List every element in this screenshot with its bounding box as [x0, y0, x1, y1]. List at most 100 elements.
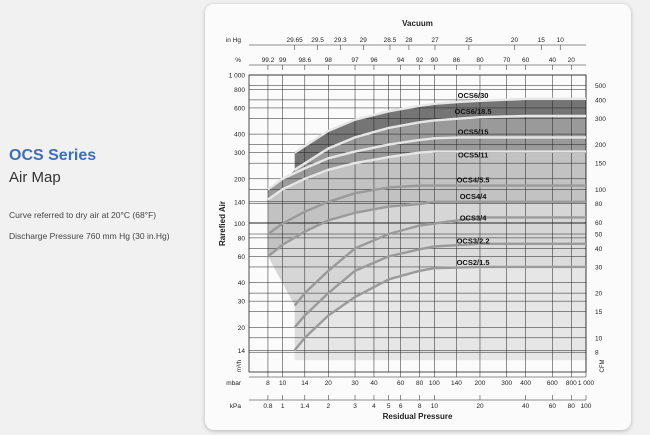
- bottom-scale-tick-label: 8: [418, 403, 422, 410]
- top-scale-tick-label: 25: [465, 37, 473, 44]
- top-scale-tick-label: 90: [431, 57, 439, 64]
- top-scale-tick-label: 29.5: [311, 37, 324, 44]
- bottom-scale-unit: kPa: [230, 403, 242, 410]
- bottom-scale-tick-label: 40: [522, 403, 530, 410]
- y-tick-label-m3h: 100: [234, 221, 245, 228]
- y-tick-label-m3h: 300: [234, 150, 245, 157]
- bottom-scale-tick-label: 60: [549, 403, 557, 410]
- top-scale-tick-label: 96: [370, 57, 378, 64]
- bottom-scale-tick-label: 30: [351, 380, 359, 387]
- top-scale-tick-label: 10: [557, 37, 565, 44]
- y-tick-label-cfm: 15: [595, 309, 603, 316]
- top-scale-tick-label: 70: [503, 57, 511, 64]
- y-tick-label-m3h: 30: [238, 299, 246, 306]
- series-curve: [293, 216, 586, 307]
- top-scale-tick-label: 29: [360, 37, 368, 44]
- bottom-scale-tick-label: 80: [416, 380, 424, 387]
- y-tick-label-m3h: 60: [238, 254, 246, 261]
- series-curve: [293, 242, 586, 329]
- series-curve: [267, 150, 586, 201]
- bottom-scale-tick-label: 600: [547, 380, 558, 387]
- series-label: OCS5/11: [458, 151, 488, 160]
- bottom-scale-tick-label: 300: [501, 380, 512, 387]
- bottom-scale-tick-label: 1.4: [300, 403, 309, 410]
- bottom-scale-unit: mbar: [226, 380, 242, 387]
- top-scale-tick-label: 15: [538, 37, 546, 44]
- bottom-scale-tick-label: 100: [429, 380, 440, 387]
- y-tick-label-cfm: 30: [595, 264, 603, 271]
- series-curve: [267, 184, 586, 235]
- series-curve: [294, 114, 586, 171]
- bottom-scale-tick-label: 3: [353, 403, 357, 410]
- top-scale-tick-label: 20: [568, 57, 576, 64]
- y-unit-m3h: m³/h: [237, 360, 243, 372]
- y-tick-label-m3h: 20: [238, 325, 246, 332]
- top-scale-tick-label: 99.2: [262, 57, 275, 64]
- y-tick-label-m3h: 80: [238, 235, 246, 242]
- bottom-scale-tick-label: 200: [475, 380, 486, 387]
- series-curve: [267, 136, 586, 191]
- bottom-scale-tick-label: 1: [281, 403, 285, 410]
- series-label: OCS3/2.2: [457, 237, 490, 246]
- top-scale-tick-label: 97: [351, 57, 359, 64]
- band-ocs2-1-5: [294, 266, 586, 361]
- y-tick-label-m3h: 600: [234, 105, 245, 112]
- y-tick-label-cfm: 300: [595, 116, 606, 123]
- top-scale-tick-label: 92: [416, 57, 424, 64]
- series-label: OCS4/4: [460, 192, 488, 201]
- y-tick-label-m3h: 140: [234, 199, 245, 206]
- bottom-scale-tick-label: 100: [581, 403, 592, 410]
- axis-title-left: Rarefied Air: [218, 201, 227, 246]
- top-scale-tick-label: 20: [511, 37, 519, 44]
- bottom-scale-tick-label: 8: [266, 380, 270, 387]
- chart-card: OCS6/30 OCS6/18.5 OCS5/15 OCS5/11 OCS4/5.5 OC…: [205, 4, 631, 430]
- bottom-scale-tick-label: 400: [520, 380, 531, 387]
- y-tick-label-m3h: 40: [238, 280, 246, 287]
- y-tick-label-cfm: 100: [595, 187, 606, 194]
- bottom-scale-tick-label: 0.8: [263, 403, 272, 410]
- band-ocs3-2-2: [294, 243, 586, 351]
- y-unit-cfm: CFM: [600, 360, 606, 373]
- bottom-scale-tick-label: 800: [566, 380, 577, 387]
- band-ocs4-4: [268, 201, 586, 306]
- y-tick-label-cfm: 400: [595, 97, 606, 104]
- y-tick-label-cfm: 50: [595, 232, 603, 239]
- bottom-scale-tick-label: 4: [372, 403, 376, 410]
- axis-title-top: Vacuum: [402, 19, 433, 28]
- top-scale-tick-label: 80: [476, 57, 484, 64]
- bottom-scale-tick-label: 140: [451, 380, 462, 387]
- bottom-scale-tick-label: 1 000: [578, 380, 595, 387]
- y-tick-label-cfm: 60: [595, 220, 603, 227]
- bottom-scale-tick-label: 40: [370, 380, 378, 387]
- y-tick-label-cfm: 150: [595, 161, 606, 168]
- top-scale-tick-label: 94: [397, 57, 405, 64]
- bottom-scale-tick-label: 10: [431, 403, 439, 410]
- top-scale-tick-label: 28.5: [384, 37, 397, 44]
- top-scale-tick-label: 86: [453, 57, 461, 64]
- bottom-scale-tick-label: 6: [399, 403, 403, 410]
- top-scale-tick-label: 29.65: [287, 37, 304, 44]
- bottom-scale-tick-label: 80: [568, 403, 576, 410]
- top-scale-tick-label: 27: [431, 37, 439, 44]
- top-scale-tick-label: 28: [405, 37, 413, 44]
- series-label: OCS4/5.5: [457, 176, 490, 185]
- y-tick-label-m3h: 400: [234, 132, 245, 139]
- series-label: OCS6/18.5: [454, 107, 491, 116]
- y-tick-label-cfm: 500: [595, 83, 606, 90]
- y-tick-label-m3h: 1 000: [229, 73, 246, 80]
- series-label: OCS2/1.5: [457, 258, 490, 267]
- note-dry-air: Curve referred to dry air at 20°C (68°F): [9, 210, 157, 220]
- bottom-scale-tick-label: 60: [397, 380, 405, 387]
- series-curve: [267, 200, 586, 258]
- y-tick-label-cfm: 10: [595, 335, 603, 342]
- series-label: OCS6/30: [458, 91, 489, 100]
- y-tick-label-cfm: 40: [595, 246, 603, 253]
- series-subtitle: Air Map: [9, 169, 61, 186]
- top-scale-unit: %: [235, 57, 241, 64]
- y-tick-label-m3h: 200: [234, 176, 245, 183]
- top-scale-tick-label: 99: [279, 57, 287, 64]
- top-scale-tick-label: 98.6: [298, 57, 311, 64]
- top-scale-tick-label: 29.3: [334, 37, 347, 44]
- top-scale-tick-label: 40: [549, 57, 557, 64]
- series-label: OCS3/4: [460, 214, 488, 223]
